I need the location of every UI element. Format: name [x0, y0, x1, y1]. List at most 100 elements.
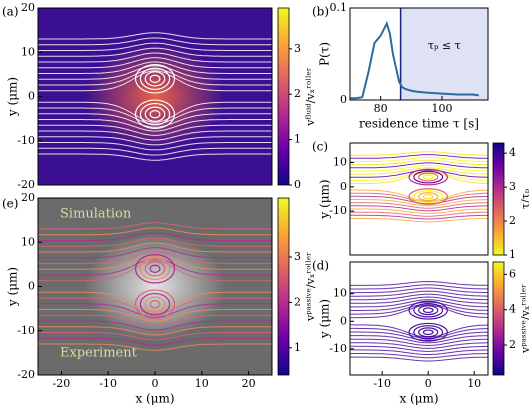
- streamline: [38, 142, 272, 151]
- x-tick-label: 10: [467, 377, 481, 390]
- colorbar-tick-label: 2: [509, 214, 516, 227]
- streamline: [350, 156, 488, 162]
- streamline: [350, 205, 488, 212]
- streamline: [38, 47, 272, 57]
- streamline: [38, 237, 272, 247]
- colorbar-tick-label: 2: [294, 295, 301, 308]
- streamline: [350, 349, 488, 355]
- vortex-streamline: [134, 64, 176, 94]
- x-tick-label: -10: [373, 377, 391, 390]
- streamline: [350, 167, 488, 175]
- streamline: [38, 247, 272, 259]
- streamline: [38, 326, 272, 336]
- vortex-streamline: [144, 261, 166, 277]
- streamline: [38, 222, 272, 230]
- annotation: Experiment: [60, 346, 138, 361]
- plot-area: [350, 262, 488, 375]
- x-axis-label: x (μm): [135, 392, 174, 406]
- colorbar-tick-label: 2: [294, 87, 301, 100]
- x-tick-label: 0: [425, 377, 432, 390]
- vortex-streamline: [422, 329, 434, 336]
- streamline: [38, 309, 272, 322]
- y-tick-label: -10: [17, 324, 35, 337]
- y-tick-label: 20: [21, 191, 35, 204]
- vortex-streamline: [144, 296, 166, 312]
- streamline: [350, 299, 488, 308]
- glow: [84, 233, 226, 340]
- streamline: [350, 159, 488, 166]
- y-tick-label: 0: [340, 93, 347, 106]
- vortex-streamline: [408, 188, 448, 205]
- streamline: [350, 280, 488, 286]
- colorbar-tick-label: 1: [294, 133, 301, 146]
- colorbar-label: vᵖᵃˢˢⁱᵛᵉ/vₓʳᵒˡˡᵉʳ: [519, 284, 529, 354]
- streamline: [38, 68, 272, 86]
- x-tick-label: 80: [374, 102, 388, 115]
- streamline: [38, 227, 272, 236]
- plot-frame: [349, 142, 489, 256]
- vortex-streamline: [418, 327, 439, 338]
- streamline: [38, 32, 272, 40]
- colorbar-label: vᶠˡᵘⁱᵈ/vₓʳᵒˡˡᵉʳ: [304, 67, 317, 127]
- y-axis-label: P(τ): [318, 42, 332, 66]
- vortex-streamline: [144, 71, 166, 87]
- streamline: [350, 189, 488, 202]
- y-tick-label: -20: [17, 368, 35, 381]
- colorbar-tick-label: 1: [294, 341, 301, 354]
- streamline: [350, 356, 488, 362]
- streamline: [350, 335, 488, 344]
- streamline: [38, 107, 272, 125]
- y-tick-label: -20: [17, 178, 35, 191]
- colorbar: [492, 142, 505, 256]
- x-tick-label: 100: [432, 102, 453, 115]
- y-tick-label: 10: [333, 155, 347, 168]
- streamline: [38, 320, 272, 331]
- vortex-streamline: [144, 106, 166, 122]
- streamline: [38, 232, 272, 241]
- colorbar: [492, 261, 505, 376]
- streamline: [38, 242, 272, 253]
- streamline: [350, 162, 488, 169]
- panel-label: (e): [2, 197, 18, 211]
- streamline: [38, 101, 272, 123]
- streamline: [350, 214, 488, 220]
- y-tick-label: 0: [28, 90, 35, 103]
- y-tick-label: -10: [17, 134, 35, 147]
- y-tick-label: 10: [333, 287, 347, 300]
- streamline: [350, 353, 488, 359]
- streamline: [350, 345, 488, 352]
- y-tick-label: 0: [28, 280, 35, 293]
- streamline: [350, 154, 488, 159]
- vortex-streamline: [413, 170, 444, 184]
- x-tick-label: 20: [242, 377, 256, 390]
- y-axis-label: y (μm): [318, 299, 332, 339]
- streamline: [38, 42, 272, 51]
- x-tick-label: -10: [99, 377, 117, 390]
- vortex-streamline: [139, 257, 171, 281]
- x-tick-label: 0: [152, 377, 159, 390]
- plot-frame: [349, 261, 489, 376]
- streamline: [38, 57, 272, 69]
- annotation: τₚ ≤ τ: [428, 39, 461, 52]
- vortex-streamline: [149, 74, 161, 83]
- colorbar-tick-label: 4: [509, 303, 516, 316]
- x-axis-label: residence time τ [s]: [359, 117, 479, 131]
- y-axis-label: y (μm): [6, 77, 20, 117]
- vortex-streamline: [408, 300, 448, 320]
- streamline: [350, 296, 488, 304]
- panel-label: (c): [312, 140, 328, 154]
- colorbar: [277, 197, 290, 376]
- vortex-streamline: [413, 303, 444, 318]
- streamline: [38, 124, 272, 136]
- y-tick-label: 20: [21, 1, 35, 14]
- vortex-streamline: [418, 172, 439, 182]
- streamline: [38, 291, 272, 313]
- streamline: [38, 130, 272, 141]
- x-axis-label: x (μm): [399, 392, 438, 406]
- vortex-streamline: [408, 168, 448, 186]
- streamline: [350, 199, 488, 207]
- annotation: Simulation: [60, 207, 132, 222]
- vortex-streamline: [422, 194, 434, 200]
- streamline: [38, 258, 272, 276]
